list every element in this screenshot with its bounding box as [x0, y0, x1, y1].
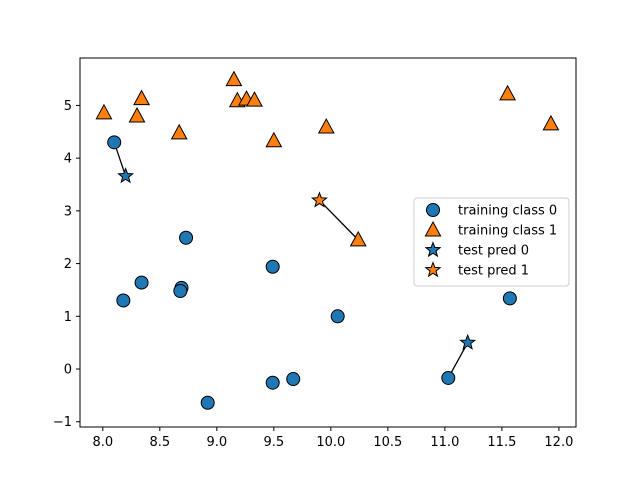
x-tick-label: 10.5: [373, 435, 402, 450]
x-tick-label: 11.0: [430, 435, 459, 450]
legend-marker: [424, 241, 442, 258]
training-class-1-point: [542, 114, 560, 131]
training-class-1-point: [349, 230, 367, 247]
training-class-0-point: [200, 395, 215, 410]
x-tick-label: 8.0: [92, 435, 113, 450]
training-class-0-point: [265, 259, 280, 274]
y-tick-label: 0: [64, 363, 72, 378]
legend-box: [413, 197, 570, 287]
y-tick-label: 5: [64, 99, 72, 114]
training-class-1-point: [128, 106, 146, 123]
training-class-1-point: [95, 103, 113, 120]
y-tick-label: 1: [64, 310, 72, 325]
y-tick-label: 2: [64, 257, 72, 272]
training-class-0-point: [116, 293, 131, 308]
x-tick-label: 9.5: [263, 435, 284, 450]
legend-marker: [424, 220, 442, 237]
test-pred-0-point: [117, 167, 135, 184]
training-class-0-point: [134, 275, 149, 290]
training-class-1-point: [225, 70, 243, 87]
training-class-1-point: [170, 123, 188, 140]
legend-label: test pred 1: [458, 264, 529, 279]
training-class-1-point: [265, 131, 283, 148]
legend-label: test pred 0: [458, 244, 529, 259]
training-class-0-point: [179, 230, 194, 245]
training-class-0-point: [286, 372, 301, 387]
x-tick-label: 8.5: [149, 435, 170, 450]
legend-label: training class 1: [458, 224, 557, 239]
legend-marker: [424, 261, 442, 278]
test-pred-1-point: [310, 191, 328, 208]
training-class-1-point: [133, 89, 151, 106]
training-class-1-point: [317, 118, 335, 134]
training-class-0-point: [502, 291, 517, 306]
legend: training class 0 training class 1 test pre…: [413, 197, 570, 287]
neighbor-line: [318, 199, 359, 241]
legend-label: training class 0: [458, 204, 557, 219]
legend-marker: [426, 203, 440, 217]
training-class-0-point: [265, 375, 280, 390]
training-class-0-point: [441, 370, 456, 385]
plot-area: [95, 70, 560, 410]
y-tick-label: −1: [53, 415, 72, 430]
training-class-1-point: [246, 91, 263, 107]
test-pred-0-point: [459, 333, 477, 350]
axes-frame: [79, 57, 577, 428]
training-class-0-point: [173, 283, 188, 298]
training-class-1-point: [499, 84, 517, 101]
x-tick-label: 10.0: [316, 435, 345, 450]
x-tick-label: 9.0: [206, 435, 227, 450]
axes: 8.0 8.5 9.0 9.5 10.0 10.5 11.0 11.5 12.0 −1 0 1 2 3 4 5: [53, 57, 577, 450]
training-class-0-point: [330, 309, 345, 324]
y-tick-label: 3: [64, 204, 72, 219]
x-tick-label: 11.5: [487, 435, 516, 450]
x-tick-label: 12.0: [544, 435, 573, 450]
training-class-0-point: [107, 135, 122, 150]
y-tick-label: 4: [64, 152, 72, 167]
